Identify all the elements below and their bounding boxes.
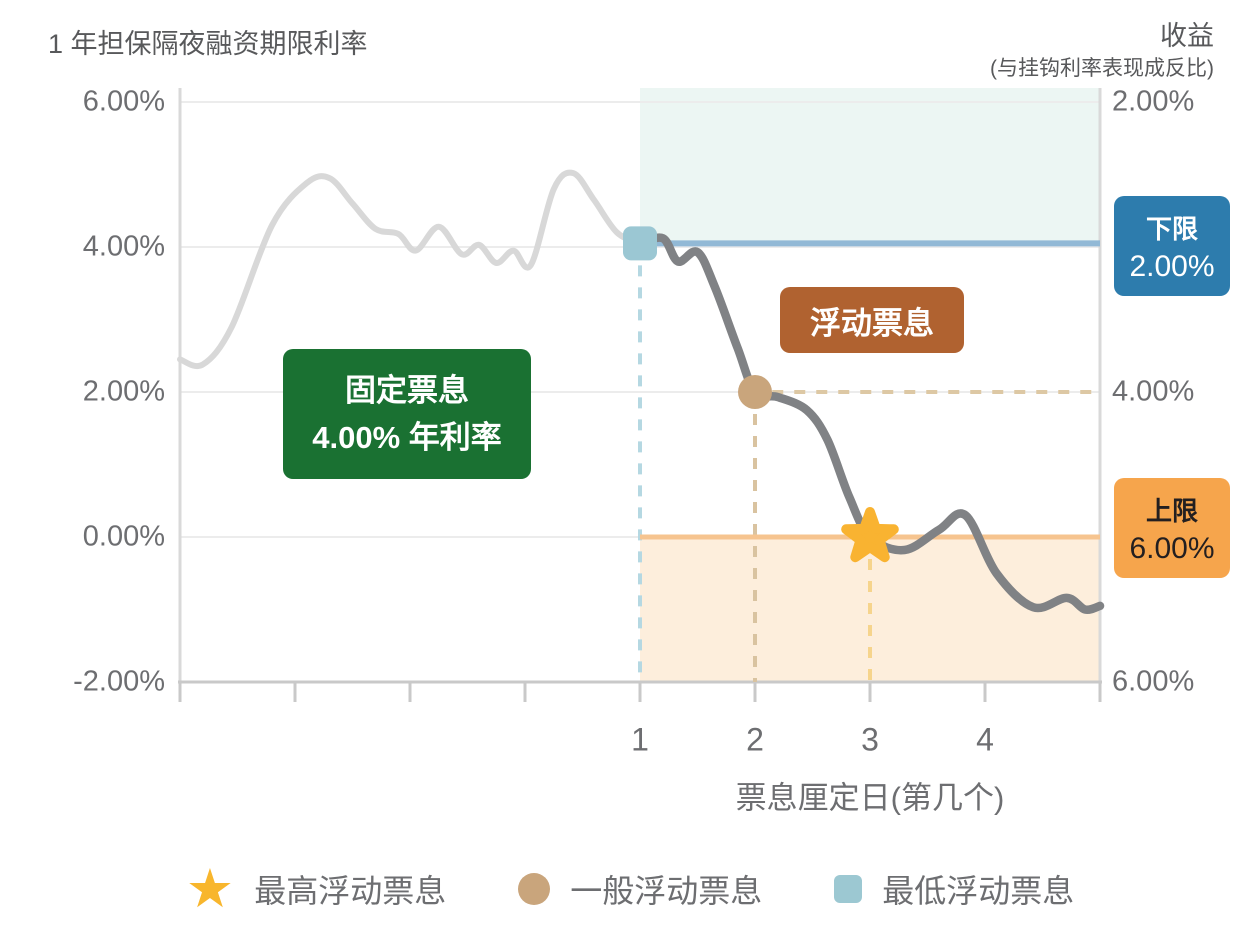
left-axis-title: 1 年担保隔夜融资期限利率 [48, 29, 368, 59]
left-tick-4: 4.00% [82, 230, 165, 263]
legend: ★ 最高浮动票息 一般浮动票息 最低浮动票息 [0, 862, 1260, 916]
x-axis-title: 票息厘定日(第几个) [735, 780, 1005, 816]
floating-coupon-callout: 浮动票息 [780, 287, 964, 353]
floor-region [640, 88, 1100, 244]
right-tick-4: 4.00% [1112, 375, 1195, 408]
floor-badge-value: 2.00% [1129, 249, 1215, 283]
cap-badge: 上限 6.00% [1114, 478, 1230, 578]
legend-item-min: 最低浮动票息 [834, 866, 1074, 912]
x-tick-4: 4 [976, 721, 994, 758]
x-tick-3: 3 [861, 721, 879, 758]
floor-badge: 下限 2.00% [1114, 196, 1230, 296]
circle-icon [518, 873, 551, 905]
legend-label-min: 最低浮动票息 [882, 873, 1075, 909]
right-axis-title: 收益 [1160, 21, 1214, 51]
cap-badge-value: 6.00% [1129, 531, 1215, 565]
right-tick-2: 2.00% [1112, 85, 1195, 118]
legend-item-general: 一般浮动票息 [518, 866, 762, 912]
square-icon [834, 875, 863, 903]
fixed-coupon-callout: 固定票息 4.00% 年利率 [283, 349, 531, 479]
left-tick-2: 2.00% [82, 375, 165, 408]
floor-badge-label: 下限 [1145, 213, 1198, 244]
max-coupon-marker [841, 507, 899, 563]
linked-rate-curve [635, 233, 1105, 614]
fixed-coupon-line2: 4.00% 年利率 [312, 420, 502, 455]
legend-label-general: 一般浮动票息 [570, 873, 763, 909]
legend-label-max: 最高浮动票息 [254, 873, 447, 909]
general-coupon-marker [738, 375, 772, 409]
x-tick-2: 2 [746, 721, 764, 758]
left-tick-6: 6.00% [82, 85, 165, 118]
right-axis-subtitle: (与挂钩利率表现成反比) [990, 57, 1214, 80]
right-tick-6: 6.00% [1112, 665, 1195, 698]
left-tick-0: 0.00% [82, 520, 165, 553]
cap-badge-label: 上限 [1145, 495, 1198, 526]
x-tick-1: 1 [631, 721, 649, 758]
historical-rate-curve [177, 169, 643, 370]
floating-coupon-label: 浮动票息 [810, 305, 934, 341]
fixed-coupon-line1: 固定票息 [345, 373, 469, 408]
left-tick-neg2: -2.00% [73, 665, 165, 698]
min-coupon-marker [623, 226, 657, 261]
legend-item-max: ★ 最高浮动票息 [186, 862, 446, 916]
star-icon: ★ [185, 859, 235, 919]
